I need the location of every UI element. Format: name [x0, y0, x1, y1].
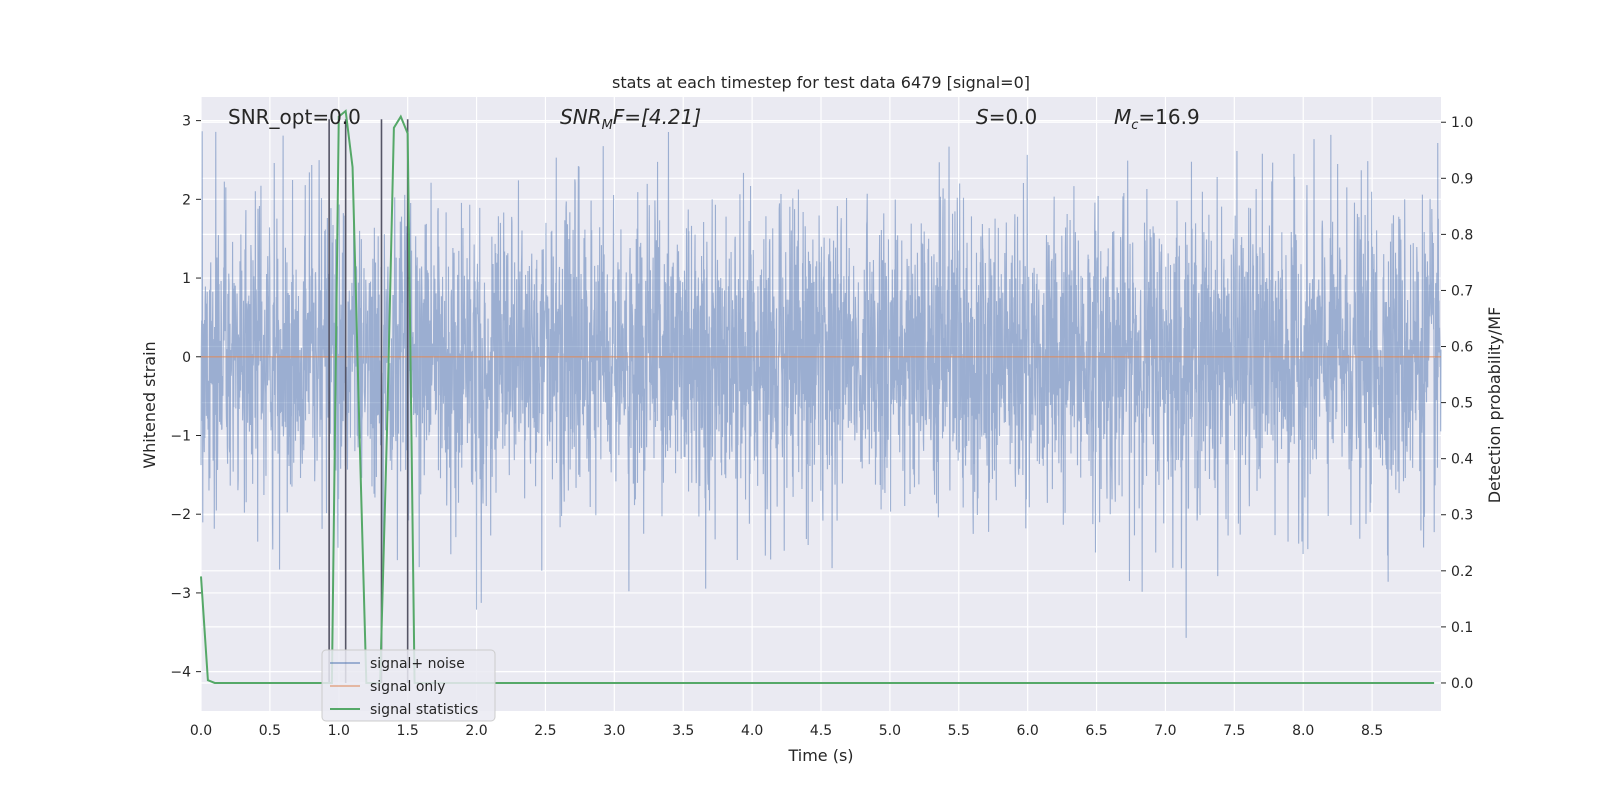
- x-tick-label: 8.5: [1361, 723, 1383, 739]
- right-y-tick-labels: 0.0 0.1 0.2 0.3 0.4 0.5 0.6 0.7 0.8 0.9 1.0: [1441, 115, 1473, 692]
- legend: signal+ noise signal only signal statist…: [321, 649, 496, 722]
- y-axis-label: Whitened strain: [140, 341, 159, 468]
- y-tick-labels: −4 −3 −2 −1 0 1 2 3: [170, 114, 201, 681]
- y-tick-label: −4: [170, 665, 191, 681]
- annotation-snr-mf-base: SNR: [560, 105, 602, 129]
- annotation-mc-var: M: [1114, 105, 1131, 129]
- x-tick-label: 6.5: [1085, 723, 1107, 739]
- y-tick-label: 1: [182, 271, 191, 287]
- x-tick-label: 1.0: [328, 723, 350, 739]
- x-tick-label: 7.0: [1154, 723, 1176, 739]
- right-y-tick-label: 0.7: [1451, 283, 1473, 299]
- x-tick-label: 6.0: [1017, 723, 1039, 739]
- x-tick-label: 3.0: [603, 723, 625, 739]
- right-y-axis-label: Detection probability/MF: [1485, 307, 1504, 504]
- right-y-tick-label: 0.9: [1451, 171, 1473, 187]
- right-y-tick-label: 0.4: [1451, 452, 1473, 468]
- legend-label-signal-statistics: signal statistics: [370, 702, 478, 718]
- right-y-tick-label: 0.8: [1451, 227, 1473, 243]
- x-tick-label: 0.0: [190, 723, 212, 739]
- right-y-tick-label: 0.2: [1451, 564, 1473, 580]
- x-tick-label: 8.0: [1292, 723, 1314, 739]
- x-tick-label: 4.5: [810, 723, 832, 739]
- x-tick-label: 5.5: [948, 723, 970, 739]
- annotation-snr-mf-sub: M: [602, 118, 613, 133]
- y-tick-label: 2: [182, 192, 191, 208]
- annotation-s-var: S: [976, 105, 989, 129]
- vertical-markers: [328, 119, 409, 683]
- chart-title: stats at each timestep for test data 647…: [612, 73, 1030, 92]
- x-tick-label: 7.5: [1223, 723, 1245, 739]
- annotation-s-rest: =0.0: [989, 105, 1038, 129]
- x-axis-label: Time (s): [787, 746, 853, 765]
- legend-label-signal-noise: signal+ noise: [370, 656, 465, 672]
- annotation-s: S=0.0: [976, 105, 1037, 129]
- right-y-tick-label: 0.0: [1451, 676, 1473, 692]
- x-tick-label: 2.0: [465, 723, 487, 739]
- right-y-tick-label: 0.1: [1451, 620, 1473, 636]
- x-tick-labels: 0.0 0.5 1.0 1.5 2.0 2.5 3.0 3.5 4.0 4.5 5.0 5.5 6.0 6…: [190, 723, 1383, 739]
- x-tick-label: 4.0: [741, 723, 763, 739]
- annotation-snr-mf: SNRMF=[4.21]: [560, 105, 701, 133]
- x-tick-label: 2.5: [534, 723, 556, 739]
- right-y-tick-label: 0.3: [1451, 508, 1473, 524]
- right-y-tick-label: 1.0: [1451, 115, 1473, 131]
- y-tick-label: 0: [182, 350, 191, 366]
- y-tick-label: −1: [170, 428, 191, 444]
- annotation-snr-mf-rest-f: F=[4.21]: [613, 105, 701, 129]
- y-tick-label: 3: [182, 114, 191, 130]
- legend-label-signal-only: signal only: [370, 679, 445, 695]
- y-tick-label: −3: [170, 586, 191, 602]
- x-tick-label: 3.5: [672, 723, 694, 739]
- right-y-tick-label: 0.6: [1451, 340, 1473, 356]
- x-tick-label: 1.5: [397, 723, 419, 739]
- right-y-tick-label: 0.5: [1451, 396, 1473, 412]
- annotation-snr-opt: SNR_opt=0.0: [228, 105, 361, 129]
- annotation-mc-rest: =16.9: [1138, 105, 1199, 129]
- annotation-mc: Mc=16.9: [1114, 105, 1200, 133]
- legend-box: [321, 649, 496, 722]
- x-tick-label: 5.0: [879, 723, 901, 739]
- x-tick-label: 0.5: [259, 723, 281, 739]
- annotation-mc-sub: c: [1131, 118, 1138, 133]
- y-tick-label: −2: [170, 507, 191, 523]
